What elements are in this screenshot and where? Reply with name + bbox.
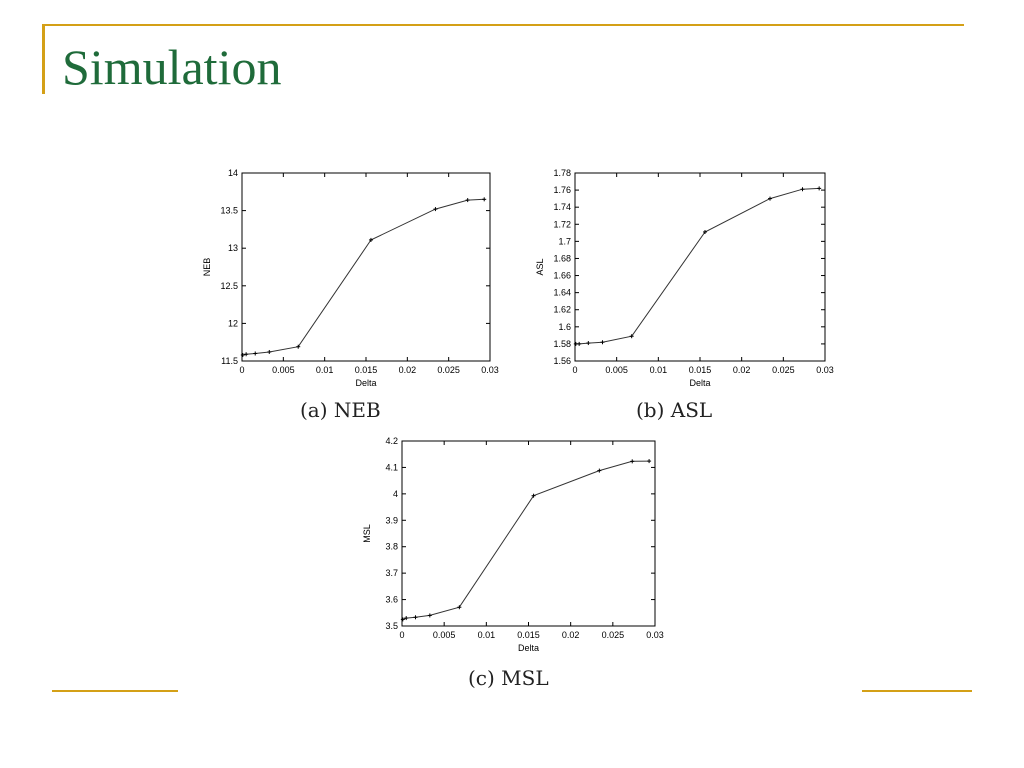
data-point — [629, 334, 634, 339]
x-tick-label: 0.025 — [602, 630, 625, 640]
footer-accent-line-right — [862, 690, 972, 692]
y-tick-label: 3.7 — [385, 568, 398, 578]
y-tick-label: 12 — [228, 318, 238, 328]
data-point — [597, 468, 602, 473]
data-point — [482, 197, 487, 202]
y-tick-label: 1.76 — [553, 185, 571, 195]
data-point — [586, 341, 591, 346]
data-point — [368, 237, 373, 242]
y-tick-label: 3.9 — [385, 515, 398, 525]
data-point — [413, 615, 418, 620]
x-tick-label: 0.005 — [605, 365, 628, 375]
data-point — [244, 352, 249, 357]
data-point — [577, 341, 582, 346]
caption-msl: (c) MSL — [468, 666, 549, 690]
y-tick-label: 1.78 — [553, 168, 571, 178]
x-tick-label: 0.005 — [272, 365, 295, 375]
footer-accent-line-left — [52, 690, 178, 692]
data-point — [240, 352, 245, 357]
x-tick-label: 0.025 — [437, 365, 460, 375]
data-point — [531, 493, 536, 498]
y-axis-label: NEB — [202, 258, 212, 277]
title-accent-vertical-line — [42, 24, 45, 94]
data-point — [296, 344, 301, 349]
data-point — [647, 459, 652, 464]
data-point — [253, 351, 258, 356]
y-tick-label: 13 — [228, 243, 238, 253]
plot-frame — [574, 172, 826, 362]
y-tick-label: 1.72 — [553, 219, 571, 229]
y-tick-label: 1.64 — [553, 288, 571, 298]
x-tick-label: 0 — [239, 365, 244, 375]
x-tick-label: 0.01 — [478, 630, 496, 640]
data-point — [817, 186, 822, 191]
y-tick-label: 4 — [393, 489, 398, 499]
series-line — [402, 460, 650, 620]
data-point — [400, 617, 405, 622]
y-tick-label: 3.6 — [385, 595, 398, 605]
plot-frame — [401, 440, 656, 627]
x-tick-label: 0.02 — [562, 630, 580, 640]
slide-title: Simulation — [62, 39, 282, 95]
caption-neb: (a) NEB — [300, 398, 381, 422]
data-point — [630, 459, 635, 464]
x-tick-label: 0 — [572, 365, 577, 375]
data-point — [457, 605, 462, 610]
y-tick-label: 1.68 — [553, 253, 571, 263]
x-tick-label: 0.01 — [316, 365, 334, 375]
y-axis-label: MSL — [362, 524, 372, 543]
data-point — [404, 616, 409, 621]
y-axis-label: ASL — [535, 258, 545, 275]
x-tick-label: 0.005 — [433, 630, 456, 640]
y-tick-label: 1.6 — [558, 322, 571, 332]
data-point — [600, 340, 605, 345]
series-line — [575, 187, 820, 345]
chart-asl: 0 0.005 0.01 0.015 0.02 0.025 0.03 1.56 1.58 1.6 1… — [535, 168, 834, 388]
y-tick-label: 1.66 — [553, 271, 571, 281]
y-tick-label: 4.2 — [385, 436, 398, 446]
title-accent-top-line — [42, 24, 964, 26]
x-axis-label: Delta — [518, 643, 539, 653]
y-tick-label: 4.1 — [385, 462, 398, 472]
data-point — [427, 613, 432, 618]
y-tick-label: 1.7 — [558, 236, 571, 246]
chart-msl: 0 0.005 0.01 0.015 0.02 0.025 0.03 3.5 3.6 3.7 3.8… — [362, 436, 664, 653]
x-tick-label: 0.025 — [772, 365, 795, 375]
data-point — [465, 198, 470, 203]
x-tick-label: 0.03 — [816, 365, 834, 375]
y-tick-label: 13.5 — [220, 206, 238, 216]
data-point — [433, 207, 438, 212]
plot-frame — [241, 172, 491, 362]
x-tick-label: 0.015 — [689, 365, 712, 375]
x-tick-label: 0.02 — [399, 365, 417, 375]
x-tick-label: 0.03 — [646, 630, 664, 640]
y-tick-label: 1.56 — [553, 356, 571, 366]
y-tick-label: 1.62 — [553, 305, 571, 315]
x-tick-label: 0 — [399, 630, 404, 640]
x-axis-label: Delta — [355, 378, 376, 388]
x-axis-label: Delta — [689, 378, 710, 388]
x-tick-label: 0.015 — [355, 365, 378, 375]
data-point — [703, 229, 707, 234]
data-point — [768, 196, 772, 201]
y-tick-label: 1.74 — [553, 202, 571, 212]
x-tick-label: 0.03 — [481, 365, 499, 375]
data-point — [267, 349, 272, 354]
y-tick-label: 12.5 — [220, 281, 238, 291]
y-tick-label: 1.58 — [553, 339, 571, 349]
x-tick-label: 0.02 — [733, 365, 751, 375]
y-tick-label: 11.5 — [221, 356, 238, 366]
caption-asl: (b) ASL — [636, 398, 713, 422]
data-point — [800, 187, 805, 192]
series-line — [242, 198, 485, 356]
y-tick-label: 3.5 — [385, 621, 398, 631]
y-tick-label: 3.8 — [385, 542, 398, 552]
x-tick-label: 0.015 — [517, 630, 540, 640]
x-tick-label: 0.01 — [650, 365, 668, 375]
y-tick-label: 14 — [228, 168, 238, 178]
chart-neb: 0 0.005 0.01 0.015 0.02 0.025 0.03 11.5 12 12.5 13… — [202, 168, 499, 388]
